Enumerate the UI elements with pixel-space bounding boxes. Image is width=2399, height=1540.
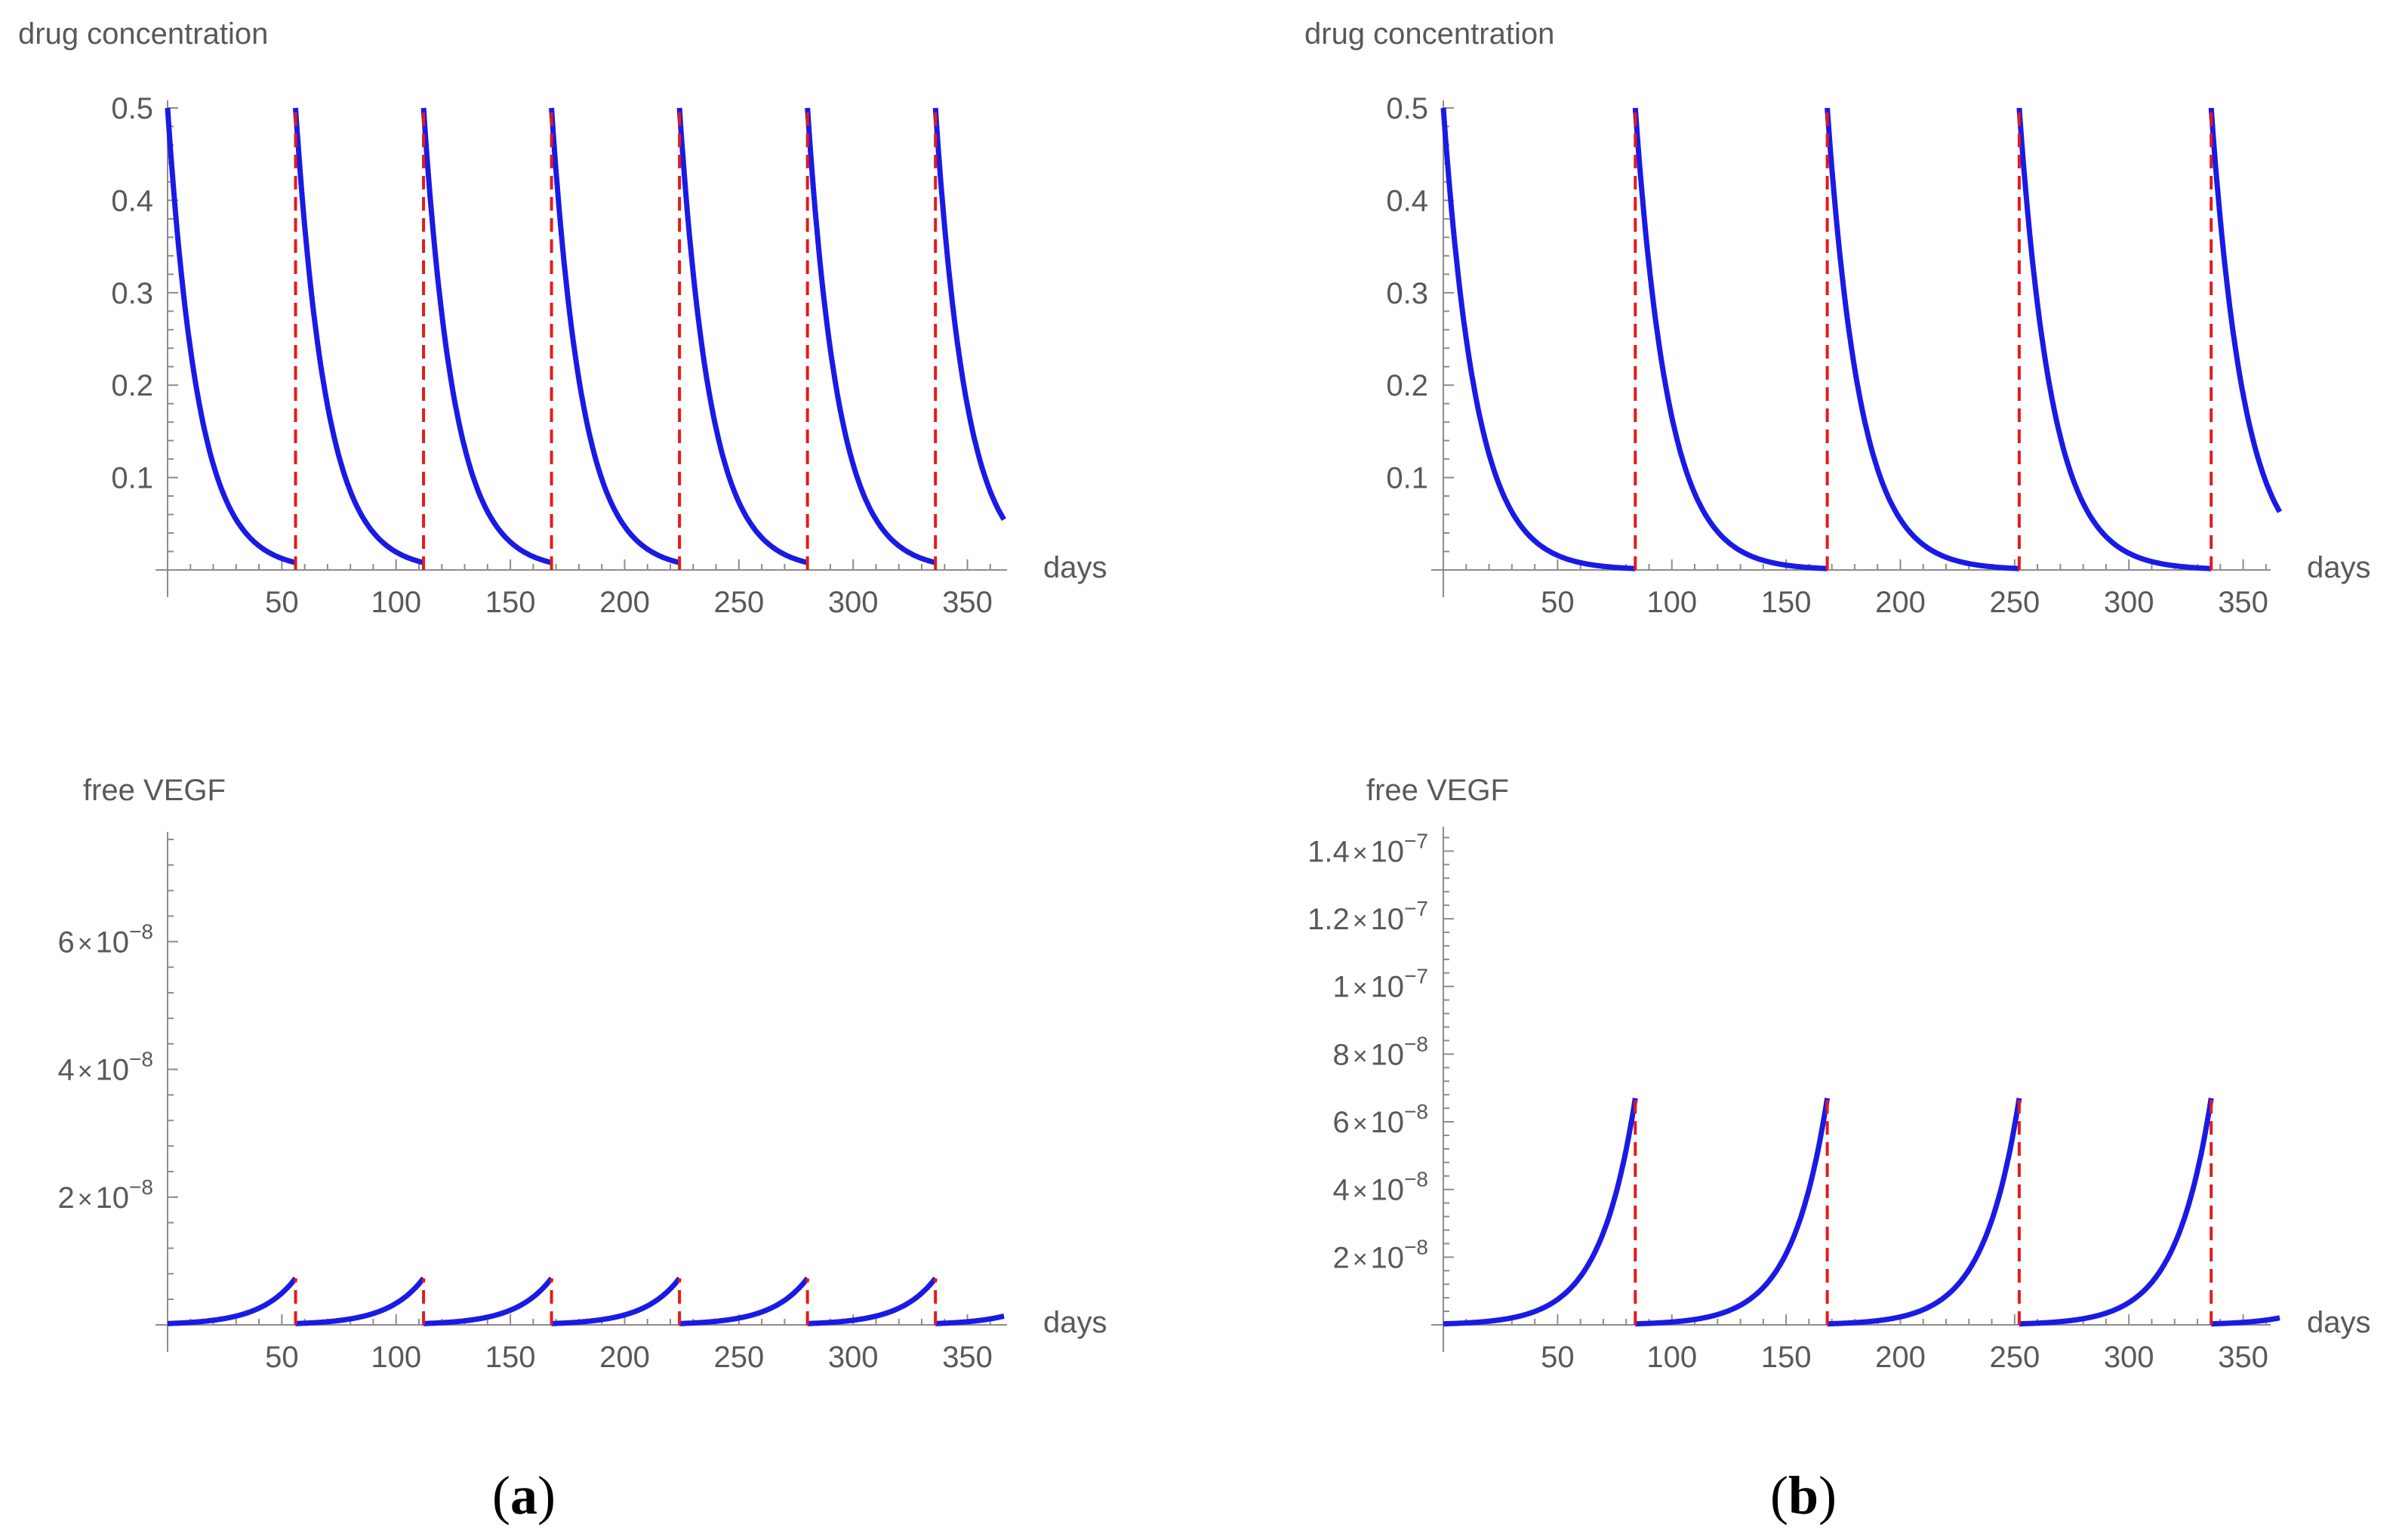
x-tick-label: 150 — [485, 586, 536, 619]
curve-segment — [1825, 107, 2021, 571]
y-tick-label: 0.4 — [1386, 184, 1428, 217]
y-tick-label: 0.3 — [111, 277, 153, 310]
curve-segment — [1634, 1098, 1831, 1327]
x-axis-label: days — [2307, 1306, 2371, 1339]
y-tick-label: 1.4 × 10−7 — [1307, 829, 1428, 868]
curve-segment — [166, 1277, 298, 1326]
x-tick-label: 300 — [828, 1341, 879, 1374]
x-axis-label: days — [2307, 551, 2371, 584]
x-tick-label: 350 — [2218, 1341, 2268, 1374]
x-tick-label: 300 — [2104, 1341, 2154, 1374]
chart-b-top: 50 100 150 200 250 300 350 days 0.1 0.2 0.3 0.4 0.5 d… — [1304, 17, 2371, 619]
y-tick-label: 8 × 10−8 — [1332, 1032, 1428, 1071]
y-tick-label: 6 × 10−8 — [1332, 1100, 1428, 1139]
x-tick-label: 50 — [265, 1341, 299, 1374]
y-tick-label: 0.3 — [1386, 277, 1428, 310]
curve-segment — [1632, 107, 1829, 571]
curve-segment — [2208, 107, 2283, 513]
x-tick-label: 50 — [265, 586, 299, 619]
x-tick-label: 250 — [1989, 586, 2040, 619]
curve-segment — [2016, 107, 2213, 571]
panel-label-b: (b) — [1770, 1465, 1837, 1526]
curve-segment — [932, 107, 1007, 522]
curve-segment — [1440, 107, 1637, 571]
x-tick-label: 250 — [713, 586, 764, 619]
chart-a-top: 50 100 150 200 250 300 350 days 0.1 0.2 0.3 0.4 0.5 d… — [18, 17, 1107, 619]
x-tick-label: 200 — [599, 586, 650, 619]
y-tick-label: 0.4 — [111, 184, 153, 217]
x-tick-label: 200 — [1875, 1341, 1926, 1374]
chart-a-bottom: 50 100 150 200 250 300 350 days 2 × 10−8 4 × 10−8 6 × 10… — [57, 774, 1107, 1374]
y-tick-label: 6 × 10−8 — [57, 919, 153, 959]
x-tick-label: 100 — [1646, 1341, 1697, 1374]
y-tick-label: 0.2 — [1386, 369, 1428, 402]
x-axis-label: days — [1043, 551, 1107, 584]
curve-segment — [934, 1313, 1005, 1326]
y-tick-label: 0.1 — [111, 462, 153, 495]
x-tick-label: 350 — [2218, 586, 2268, 619]
curve-segment — [422, 1277, 554, 1326]
y-axis-label: drug concentration — [1304, 17, 1554, 51]
y-tick-label: 4 × 10−8 — [1332, 1168, 1428, 1207]
y-tick-label: 2 × 10−8 — [1332, 1235, 1428, 1274]
x-tick-label: 300 — [828, 586, 879, 619]
x-axis-label: days — [1043, 1306, 1107, 1339]
curve-segment — [805, 1277, 938, 1326]
curve-segment — [420, 107, 553, 565]
y-axis-label: free VEGF — [1366, 774, 1509, 807]
x-tick-label: 150 — [485, 1341, 536, 1374]
x-tick-label: 200 — [599, 1341, 650, 1374]
y-axis-label: drug concentration — [18, 17, 268, 51]
panel-label-a: (a) — [492, 1465, 556, 1526]
curve-segment — [1825, 1098, 2022, 1327]
curve-segment — [294, 1277, 426, 1326]
x-tick-label: 50 — [1541, 586, 1575, 619]
y-tick-label: 0.5 — [111, 92, 153, 125]
curve-segment — [293, 107, 425, 565]
x-tick-label: 100 — [1646, 586, 1697, 619]
x-tick-label: 150 — [1761, 586, 1812, 619]
x-tick-label: 350 — [942, 1341, 993, 1374]
y-tick-label: 0.1 — [1386, 462, 1428, 495]
x-tick-label: 300 — [2104, 586, 2154, 619]
curve-segment — [678, 1277, 810, 1326]
curve-segment — [165, 107, 297, 565]
chart-b-bottom: 50 100 150 200 250 300 350 days 2 × 10−8 4 × 10−8 6 × 10… — [1307, 774, 2370, 1374]
x-tick-label: 50 — [1541, 1341, 1575, 1374]
y-tick-label: 4 × 10−8 — [57, 1048, 153, 1087]
x-tick-label: 100 — [371, 1341, 421, 1374]
curve-segment — [805, 107, 938, 565]
x-tick-label: 350 — [942, 586, 993, 619]
curve-segment — [549, 107, 682, 565]
x-tick-label: 250 — [1989, 1341, 2040, 1374]
curve-segment — [2210, 1315, 2281, 1327]
x-tick-label: 150 — [1761, 1341, 1812, 1374]
curve-segment — [676, 107, 809, 565]
y-tick-label: 2 × 10−8 — [57, 1175, 153, 1215]
y-tick-label: 1.2 × 10−7 — [1307, 897, 1428, 936]
x-tick-label: 100 — [371, 586, 421, 619]
x-tick-label: 200 — [1875, 586, 1926, 619]
y-tick-label: 0.5 — [1386, 92, 1428, 125]
y-axis-label: free VEGF — [83, 774, 226, 807]
curve-segment — [1442, 1098, 1638, 1327]
y-tick-label: 1 × 10−7 — [1332, 965, 1428, 1004]
curve-segment — [2017, 1098, 2214, 1327]
y-tick-label: 0.2 — [111, 369, 153, 402]
x-tick-label: 250 — [713, 1341, 764, 1374]
curve-segment — [550, 1277, 682, 1326]
